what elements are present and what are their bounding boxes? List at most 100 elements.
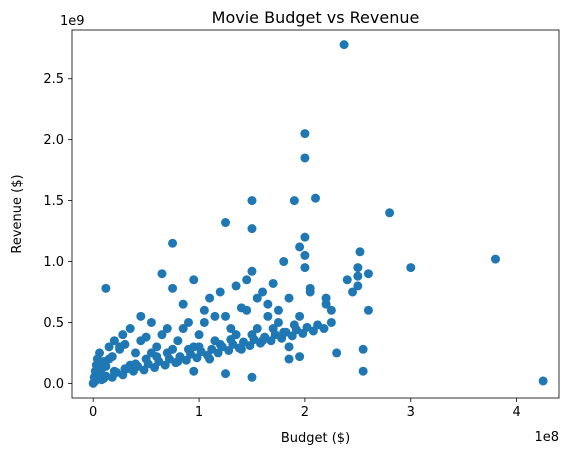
data-point (295, 311, 305, 321)
data-point (258, 287, 268, 297)
y-tick-label: 1.0 (43, 255, 64, 270)
data-point (95, 348, 105, 358)
data-point (157, 330, 167, 340)
data-point (231, 281, 241, 291)
data-point (305, 287, 315, 297)
data-point (125, 324, 135, 334)
data-point (252, 324, 262, 334)
data-point (136, 336, 146, 346)
data-point (93, 366, 103, 376)
data-point (221, 218, 231, 228)
data-point (115, 342, 125, 352)
data-point (162, 324, 172, 334)
data-point (178, 299, 188, 309)
data-point (210, 311, 220, 321)
x-axis-ticks: 0 1 2 3 4 (89, 398, 521, 420)
data-point (247, 266, 257, 276)
data-point (199, 317, 209, 327)
data-point (490, 254, 500, 264)
x-axis-label: Budget ($) (281, 431, 350, 446)
data-point (205, 293, 215, 303)
chart-title: Movie Budget vs Revenue (212, 8, 420, 27)
y-axis-ticks: 0.0 0.5 1.0 1.5 2.0 2.5 (43, 72, 72, 392)
data-point (289, 196, 299, 206)
data-point (247, 224, 257, 234)
x-tick-label: 1 (195, 405, 203, 420)
data-point (146, 348, 156, 358)
points-layer (88, 40, 548, 388)
data-point (300, 153, 310, 163)
data-point (252, 293, 262, 303)
y-tick-label: 0.0 (43, 377, 64, 392)
data-point (157, 269, 167, 279)
data-point (168, 283, 178, 293)
data-point (273, 317, 283, 327)
data-point (355, 247, 365, 257)
data-point (279, 257, 289, 267)
data-point (385, 208, 395, 218)
data-point (104, 342, 114, 352)
data-point (311, 193, 320, 203)
plot-frame (71, 29, 560, 399)
data-point (189, 275, 199, 285)
data-point (339, 40, 349, 50)
data-point (189, 366, 199, 376)
data-point (321, 299, 331, 309)
data-point (358, 366, 368, 376)
data-point (109, 336, 119, 346)
y-tick-label: 2.5 (43, 72, 64, 87)
data-point (168, 344, 178, 354)
data-point (295, 242, 305, 252)
y-axis-label: Revenue ($) (10, 174, 25, 253)
data-point (101, 283, 111, 293)
data-point (363, 305, 373, 315)
data-point (300, 250, 310, 260)
data-point (136, 311, 146, 321)
data-point (342, 275, 352, 285)
data-point (189, 342, 199, 352)
data-point (178, 324, 188, 334)
x-tick-label: 0 (89, 405, 97, 420)
data-point (263, 299, 273, 309)
data-point (353, 263, 363, 273)
x-tick-label: 4 (513, 405, 521, 420)
x-axis-offset-label: 1e8 (534, 430, 559, 445)
data-point (242, 275, 252, 285)
data-point (194, 330, 204, 340)
data-point (295, 352, 305, 362)
data-point (152, 342, 162, 352)
data-point (300, 232, 310, 242)
data-point (326, 305, 336, 315)
data-point (101, 361, 111, 371)
data-point (263, 311, 273, 321)
data-point (215, 287, 225, 297)
x-tick-label: 2 (301, 405, 309, 420)
y-tick-label: 0.5 (43, 316, 64, 331)
data-point (104, 354, 114, 364)
y-tick-label: 1.5 (43, 194, 64, 209)
data-point (300, 263, 310, 273)
data-point (199, 305, 209, 315)
data-point (210, 336, 220, 346)
y-axis-offset-label: 1e9 (60, 14, 85, 29)
data-point (268, 278, 278, 288)
data-point (242, 305, 252, 315)
data-point (118, 330, 128, 340)
data-point (173, 336, 183, 346)
data-point (231, 330, 241, 340)
y-tick-label: 2.0 (43, 133, 64, 148)
data-point (300, 129, 310, 139)
data-point (247, 196, 257, 206)
x-tick-label: 3 (407, 405, 415, 420)
data-point (131, 348, 141, 358)
data-point (353, 281, 363, 291)
data-point (353, 271, 363, 281)
data-point (319, 324, 329, 334)
data-point (284, 354, 294, 364)
data-point (326, 317, 336, 327)
data-point (538, 376, 548, 386)
data-point (363, 269, 373, 279)
data-point (284, 293, 294, 303)
